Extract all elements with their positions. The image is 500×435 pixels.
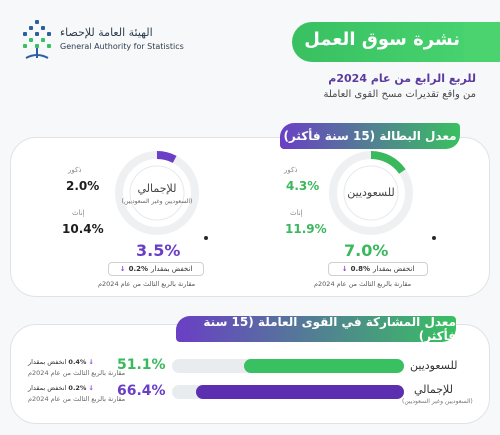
saudi-participation-decrease-value: 0.4% bbox=[68, 358, 87, 366]
title-banner-tail bbox=[464, 22, 500, 62]
logo-english-text: General Authority for Statistics bbox=[60, 42, 184, 51]
overall-unemployment-arc bbox=[115, 151, 199, 235]
saudi-comparison-note: مقارنة بالربع الثالث من عام 2024م bbox=[314, 280, 412, 288]
overall-male-value: 2.0% bbox=[66, 179, 100, 193]
overall-participation-label: للإجمالي bbox=[414, 383, 453, 396]
saudi-decrease-value: 0.8% bbox=[350, 265, 370, 273]
saudi-unemployment-donut bbox=[328, 150, 414, 236]
overall-participation-decrease-text: انخفض بمقدار bbox=[28, 384, 67, 392]
saudi-decrease-badge: انخفض بمقدار 0.8% ↓ bbox=[328, 262, 428, 276]
overall-donut-label: للإجمالي bbox=[137, 182, 177, 195]
participation-heading: معدل المشاركة في القوى العاملة (15 سنة ف… bbox=[176, 315, 456, 343]
overall-participation-decrease: ↓ 0.2% انخفض بمقدار bbox=[28, 384, 94, 392]
saudi-decrease-text: انخفض بمقدار bbox=[373, 265, 415, 273]
saudi-female-label: إناث bbox=[290, 209, 303, 217]
overall-unemployment-donut bbox=[114, 150, 200, 236]
overall-decrease-text: انخفض بمقدار bbox=[151, 265, 193, 273]
saudi-participation-decrease-text: انخفض بمقدار bbox=[28, 358, 67, 366]
saudi-female-value: 11.9% bbox=[285, 222, 327, 236]
saudi-participation-bar bbox=[244, 359, 404, 373]
overall-female-value: 10.4% bbox=[62, 222, 104, 236]
saudi-participation-label: للسعوديين bbox=[410, 359, 458, 372]
report-source: من واقع تقديرات مسح القوى العاملة bbox=[323, 89, 477, 100]
overall-donut-sublabel: (السعوديين وغير السعوديين) bbox=[121, 198, 193, 205]
down-arrow-icon: ↓ bbox=[88, 358, 94, 366]
overall-participation-sublabel: (السعوديين وغير السعوديين) bbox=[402, 398, 473, 405]
down-arrow-icon: ↓ bbox=[341, 265, 348, 273]
gastat-logo: الهيئة العامة للإحصاء General Authority … bbox=[18, 18, 198, 62]
overall-participation-note: مقارنة بالربع الثالث من عام 2024م bbox=[28, 395, 126, 403]
saudi-participation-note: مقارنة بالربع الثالث من عام 2024م bbox=[28, 369, 126, 377]
overall-decrease-badge: انخفض بمقدار 0.2% ↓ bbox=[108, 262, 204, 276]
saudi-male-value: 4.3% bbox=[286, 179, 320, 193]
saudi-donut-label: للسعوديين bbox=[347, 186, 395, 199]
saudi-participation-decrease: ↓ 0.4% انخفض بمقدار bbox=[28, 358, 94, 366]
overall-unemployment-total: 3.5% bbox=[136, 241, 181, 260]
overall-participation-value: 66.4% bbox=[117, 383, 166, 399]
overall-participation-decrease-value: 0.2% bbox=[68, 384, 87, 392]
report-period: للربع الرابع من عام 2024م bbox=[328, 72, 476, 85]
down-arrow-icon: ↓ bbox=[88, 384, 94, 392]
overall-comparison-note: مقارنة بالربع الثالث من عام 2024م bbox=[98, 280, 196, 288]
unemployment-section bbox=[10, 137, 490, 297]
gastat-logo-mark-icon bbox=[23, 20, 51, 59]
overall-participation-bar bbox=[196, 385, 404, 399]
saudi-unemployment-total: 7.0% bbox=[344, 241, 389, 260]
saudi-marker-dot bbox=[432, 236, 436, 240]
saudi-unemployment-arc bbox=[329, 151, 413, 235]
unemployment-heading: معدل البطالة (15 سنة فأكثر) bbox=[280, 123, 460, 149]
overall-male-label: ذكور bbox=[68, 166, 82, 174]
page-title: نشرة سوق العمل bbox=[304, 29, 460, 50]
saudi-participation-value: 51.1% bbox=[117, 357, 166, 373]
overall-decrease-value: 0.2% bbox=[128, 265, 148, 273]
down-arrow-icon: ↓ bbox=[119, 265, 126, 273]
overall-female-label: إناث bbox=[72, 209, 85, 217]
overall-marker-dot bbox=[204, 236, 208, 240]
logo-arabic-text: الهيئة العامة للإحصاء bbox=[60, 26, 153, 39]
saudi-male-label: ذكور bbox=[284, 166, 298, 174]
title-banner: نشرة سوق العمل bbox=[292, 22, 478, 62]
